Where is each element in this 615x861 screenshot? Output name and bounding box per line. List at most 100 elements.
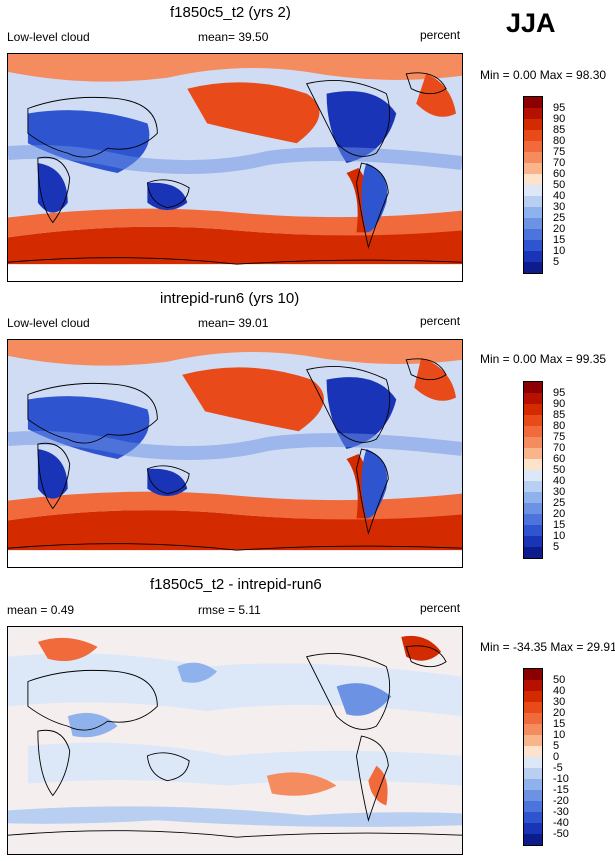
colorbar-tick-label: 90 <box>553 113 566 125</box>
panel-3-units: percent <box>420 601 461 615</box>
colorbar-swatch <box>524 834 542 845</box>
colorbar-tick-label: 30 <box>553 486 566 498</box>
colorbar-swatch <box>524 196 542 207</box>
colorbar-tick-label: -15 <box>553 784 569 796</box>
colorbar-tick-label: 40 <box>553 685 566 697</box>
colorbar-tick-label: 75 <box>553 146 566 158</box>
colorbar-swatch <box>524 790 542 801</box>
colorbar-tick-label: 5 <box>553 256 560 268</box>
colorbar-swatch <box>524 251 542 262</box>
panel-2-colorbar <box>523 381 543 559</box>
panel-1-minmax: Min = 0.00 Max = 98.30 <box>480 68 607 82</box>
colorbar-tick-label: -10 <box>553 773 569 785</box>
colorbar-tick-label: 80 <box>553 135 566 147</box>
panel-3-map <box>7 626 463 855</box>
panel-1-map <box>7 53 463 282</box>
panel-2-units: percent <box>420 314 461 328</box>
colorbar-tick-label: 15 <box>553 234 566 246</box>
colorbar-tick-label: 60 <box>553 453 566 465</box>
panel-3-mean: mean = 0.49 <box>7 603 75 617</box>
colorbar-tick-label: 50 <box>553 179 566 191</box>
colorbar-tick-label: 25 <box>553 212 566 224</box>
colorbar-swatch <box>524 393 542 404</box>
colorbar-tick-label: 85 <box>553 409 566 421</box>
colorbar-swatch <box>524 547 542 558</box>
colorbar-tick-label: 80 <box>553 420 566 432</box>
panel-3-title: f1850c5_t2 - intrepid-run6 <box>150 576 322 593</box>
colorbar-tick-label: 75 <box>553 431 566 443</box>
colorbar-tick-label: 85 <box>553 124 566 136</box>
colorbar-tick-label: -40 <box>553 817 569 829</box>
colorbar-swatch <box>524 768 542 779</box>
colorbar-tick-label: 10 <box>553 530 566 542</box>
colorbar-swatch <box>524 735 542 746</box>
colorbar-swatch <box>524 97 542 108</box>
colorbar-tick-label: 90 <box>553 398 566 410</box>
colorbar-swatch <box>524 525 542 536</box>
panel-2-title: intrepid-run6 (yrs 10) <box>160 290 300 307</box>
colorbar-tick-label: -5 <box>553 762 563 774</box>
colorbar-swatch <box>524 702 542 713</box>
panel-3-colorbar <box>523 668 543 846</box>
colorbar-tick-label: 50 <box>553 674 566 686</box>
colorbar-swatch <box>524 174 542 185</box>
colorbar-swatch <box>524 404 542 415</box>
colorbar-swatch <box>524 382 542 393</box>
colorbar-swatch <box>524 262 542 273</box>
colorbar-tick-label: 0 <box>553 751 560 763</box>
colorbar-swatch <box>524 207 542 218</box>
colorbar-tick-label: 70 <box>553 157 566 169</box>
panel-1-variable: Low-level cloud <box>7 30 90 44</box>
colorbar-tick-label: 40 <box>553 475 566 487</box>
panel-1-mean: mean= 39.50 <box>198 30 269 44</box>
colorbar-swatch <box>524 492 542 503</box>
colorbar-tick-label: -50 <box>553 828 569 840</box>
colorbar-tick-label: 10 <box>553 245 566 257</box>
colorbar-swatch <box>524 130 542 141</box>
colorbar-tick-label: 60 <box>553 168 566 180</box>
panel-3-rmse: rmse = 5.11 <box>198 603 261 617</box>
panel-2-variable: Low-level cloud <box>7 316 90 330</box>
colorbar-swatch <box>524 415 542 426</box>
colorbar-swatch <box>524 141 542 152</box>
colorbar-swatch <box>524 779 542 790</box>
colorbar-swatch <box>524 185 542 196</box>
colorbar-swatch <box>524 691 542 702</box>
colorbar-tick-label: 15 <box>553 519 566 531</box>
colorbar-swatch <box>524 152 542 163</box>
colorbar-swatch <box>524 470 542 481</box>
colorbar-tick-label: 25 <box>553 497 566 509</box>
colorbar-tick-label: 30 <box>553 201 566 213</box>
colorbar-swatch <box>524 481 542 492</box>
colorbar-swatch <box>524 812 542 823</box>
colorbar-swatch <box>524 229 542 240</box>
colorbar-tick-label: 5 <box>553 541 560 553</box>
colorbar-swatch <box>524 514 542 525</box>
colorbar-tick-label: 20 <box>553 508 566 520</box>
colorbar-tick-label: 10 <box>553 729 566 741</box>
panel-1-colorbar <box>523 96 543 274</box>
colorbar-swatch <box>524 163 542 174</box>
colorbar-tick-label: 20 <box>553 707 566 719</box>
colorbar-swatch <box>524 536 542 547</box>
panel-2-mean: mean= 39.01 <box>198 316 269 330</box>
colorbar-tick-label: 30 <box>553 696 566 708</box>
panel-2-minmax: Min = 0.00 Max = 99.35 <box>480 352 607 366</box>
colorbar-tick-label: 95 <box>553 102 566 114</box>
colorbar-swatch <box>524 503 542 514</box>
colorbar-tick-label: 50 <box>553 464 566 476</box>
colorbar-swatch <box>524 746 542 757</box>
colorbar-swatch <box>524 713 542 724</box>
panel-1-units: percent <box>420 28 461 42</box>
panel-2-map <box>7 339 463 568</box>
colorbar-tick-label: 5 <box>553 740 560 752</box>
colorbar-swatch <box>524 218 542 229</box>
colorbar-swatch <box>524 240 542 251</box>
colorbar-tick-label: 15 <box>553 718 566 730</box>
colorbar-swatch <box>524 801 542 812</box>
colorbar-swatch <box>524 459 542 470</box>
colorbar-tick-label: -30 <box>553 806 569 818</box>
colorbar-swatch <box>524 437 542 448</box>
colorbar-swatch <box>524 680 542 691</box>
colorbar-swatch <box>524 426 542 437</box>
